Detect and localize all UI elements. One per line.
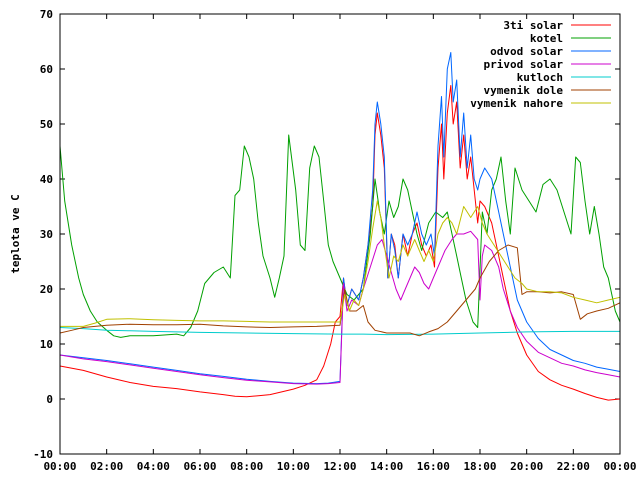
x-tick-label: 14:00	[370, 460, 403, 473]
x-tick-label: 08:00	[230, 460, 263, 473]
x-tick-label: 00:00	[43, 460, 76, 473]
series-lines	[59, 52, 621, 401]
y-tick-label: 50	[40, 118, 53, 131]
series-line-3ti-solar	[59, 85, 621, 401]
series-line-kutloch	[59, 327, 620, 336]
y-tick-label: 20	[40, 283, 53, 296]
series-line-privod-solar	[59, 230, 621, 385]
y-axis-label: teplota ve C	[9, 194, 22, 273]
x-tick-label: 12:00	[323, 460, 356, 473]
y-tick-label: 0	[46, 393, 53, 406]
y-tick-label: 60	[40, 63, 53, 76]
x-tick-label: 04:00	[137, 460, 170, 473]
y-tick-label: 40	[40, 173, 53, 186]
x-tick-label: 16:00	[417, 460, 450, 473]
series-line-vymenik-dole	[59, 244, 621, 337]
y-tick-label: 30	[40, 228, 53, 241]
legend-label: kotel	[530, 32, 563, 45]
x-tick-label: 22:00	[557, 460, 590, 473]
legend-label: privod solar	[484, 58, 564, 71]
x-tick-label: 20:00	[510, 460, 543, 473]
legend-label: vymenik dole	[484, 84, 564, 97]
series-line-vymenik-nahore	[60, 200, 621, 327]
y-tick-label: -10	[33, 448, 53, 461]
x-tick-label: 18:00	[463, 460, 496, 473]
y-tick-label: 70	[40, 8, 53, 21]
legend-label: vymenik nahore	[470, 97, 563, 110]
x-tick-label: 02:00	[90, 460, 123, 473]
legend-label: 3ti solar	[503, 19, 563, 32]
x-tick-label: 00:00	[603, 460, 636, 473]
x-tick-label: 10:00	[277, 460, 310, 473]
y-tick-label: 10	[40, 338, 53, 351]
axis-ticks: 00:00 02:00 04:00 06:00 08:00 10:00 12:00 14:00…	[33, 8, 636, 473]
legend-label: kutloch	[517, 71, 563, 84]
x-tick-label: 06:00	[183, 460, 216, 473]
plot-frame	[59, 13, 621, 455]
series-line-kotel	[59, 134, 621, 338]
legend-label: odvod solar	[490, 45, 563, 58]
